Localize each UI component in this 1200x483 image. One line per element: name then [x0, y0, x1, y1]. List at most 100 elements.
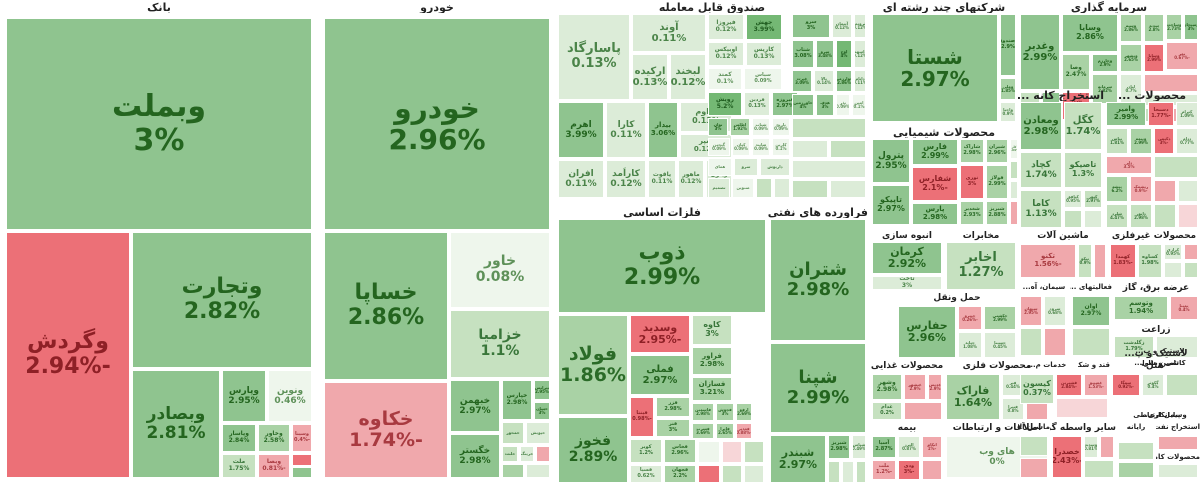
treemap-tile[interactable] [1144, 74, 1198, 92]
treemap-tile[interactable]: فیروزا 0.12% [708, 14, 744, 40]
treemap-tile[interactable]: وغدیر 2.99% [1020, 14, 1060, 90]
treemap-tile[interactable]: حسینا 0.45% [984, 332, 1016, 358]
treemap-tile[interactable]: خصدرا-2.43% [1052, 436, 1082, 478]
treemap-tile[interactable]: وتجارت 2.82% [132, 232, 312, 368]
treemap-tile[interactable]: کرازی 0.95% [1164, 244, 1182, 260]
treemap-tile[interactable] [722, 441, 742, 463]
treemap-tile[interactable]: پارس 2.98% [912, 203, 958, 225]
treemap-tile[interactable]: کهمدا -1.83% [1110, 244, 1136, 278]
treemap-tile[interactable] [1010, 201, 1018, 225]
treemap-tile[interactable]: پاسارگاد 0.13% [558, 14, 630, 100]
treemap-tile[interactable] [698, 441, 720, 463]
treemap-tile[interactable]: لبخند 0.12% [670, 54, 706, 100]
treemap-tile[interactable]: خبهمن 2.97% [450, 380, 500, 432]
treemap-tile[interactable] [1154, 156, 1198, 178]
treemap-tile[interactable]: ونوین 0.46% [268, 370, 312, 422]
sector-32[interactable]: ماشین آلات برقی [1018, 422, 1050, 480]
treemap-tile[interactable]: وصا 2.47% [1062, 54, 1090, 90]
sector-15[interactable]: سیمان، آه... سبهان 2.95% سرود 0.68% [1018, 282, 1070, 360]
treemap-tile[interactable] [722, 465, 742, 483]
treemap-tile[interactable]: شتران 2.98% [770, 219, 866, 341]
treemap-tile[interactable]: فولاژ 2.99% [986, 165, 1008, 199]
treemap-tile[interactable] [1118, 462, 1154, 478]
treemap-tile[interactable]: ریشمک -0.9% [1130, 176, 1152, 202]
treemap-tile[interactable]: افران 0.11% [558, 160, 604, 198]
treemap-tile[interactable] [1178, 204, 1198, 228]
treemap-tile[interactable]: خلنت [502, 446, 518, 462]
sector-24[interactable]: لاستیک و پ... [1112, 348, 1200, 360]
treemap-tile[interactable]: پالا 0.14% [814, 70, 834, 92]
treemap-tile[interactable]: سرو 3.48% [816, 40, 834, 68]
treemap-tile[interactable]: یاقوت 0.11% [648, 160, 676, 198]
sector-13[interactable]: محصولات غیرفلزی کهمدا -1.83% کساوه 1.98% کراز… [1108, 230, 1200, 282]
sector-11[interactable]: مخابرات اخابر 1.27% [944, 230, 1018, 292]
treemap-tile[interactable]: غصینو -1.53% [1084, 374, 1108, 396]
treemap-tile[interactable]: داریوش [760, 158, 790, 176]
treemap-tile[interactable] [774, 178, 790, 198]
treemap-tile[interactable]: کاما 1.13% [1020, 190, 1062, 228]
treemap-tile[interactable]: ثاخت 3% [872, 276, 942, 290]
treemap-tile[interactable]: وسبحان3% [1184, 14, 1198, 40]
treemap-tile[interactable]: بیدار 3.06% [648, 102, 678, 158]
treemap-tile[interactable]: خپارس 2.98% [502, 380, 532, 420]
treemap-tile[interactable]: شتاب 3.08% [792, 40, 814, 68]
treemap-tile[interactable]: فولاد 1.86% [558, 315, 628, 415]
sector-0[interactable]: بانک وبملت 3% وگردش -2.94% وتجارت 2.82% وبصادر 2… [0, 0, 318, 480]
treemap-tile[interactable] [526, 464, 550, 478]
treemap-tile[interactable]: دابور 2.98% [1130, 204, 1152, 228]
treemap-tile[interactable]: وخاور 2.58% [258, 424, 290, 452]
treemap-tile[interactable]: فسپا 0.62% [630, 465, 662, 483]
treemap-tile[interactable]: اوج 4% [836, 40, 852, 68]
treemap-tile[interactable]: آسیا 2.87% [872, 436, 896, 458]
treemap-tile[interactable]: وسدید -2.95% [630, 315, 690, 353]
treemap-tile[interactable]: وساپا 2.99% [1144, 44, 1164, 72]
treemap-tile[interactable]: شبریز 2.98% [828, 435, 850, 459]
treemap-tile[interactable]: فردین 0.13% [744, 92, 770, 116]
treemap-tile[interactable]: حفارس 2.96% [898, 306, 956, 358]
treemap-tile[interactable] [1156, 336, 1198, 358]
treemap-tile[interactable]: اوان 2.97% [1072, 296, 1110, 326]
sector-25[interactable]: قند و شکر [1078, 360, 1110, 372]
treemap-tile[interactable] [502, 464, 524, 478]
treemap-tile[interactable]: کرمان 2.92% [872, 242, 942, 274]
treemap-tile[interactable]: وسایا 2.86% [1062, 14, 1118, 52]
treemap-tile[interactable]: شاراک 2.98% [960, 139, 984, 163]
treemap-tile[interactable]: وبصا -0.81% [258, 454, 290, 478]
sector-22[interactable]: بیمه آسیا 2.87% البرز 0.87% اتکام -1% ملت -1.2% و… [870, 422, 944, 480]
sector-20[interactable]: محصولات غذایی وشهر 2.98% غبشهر 2.9% غدیس 2.9% غ… [870, 360, 944, 422]
treemap-tile[interactable]: رویش 5.2% [708, 92, 742, 116]
treemap-tile[interactable]: وشهر 2.98% [872, 374, 902, 400]
treemap-tile[interactable] [744, 441, 764, 463]
treemap-tile[interactable]: شغدیر 2.93% [960, 201, 984, 225]
treemap-tile[interactable]: خاور 0.08% [450, 232, 550, 308]
treemap-tile[interactable]: تپکو 0.9% [1078, 244, 1092, 278]
treemap-tile[interactable]: ومعادن 2.98% [1020, 102, 1062, 150]
treemap-tile[interactable]: وپارس 2.95% [222, 370, 266, 422]
treemap-tile[interactable] [1064, 210, 1082, 228]
treemap-tile[interactable]: غدیس 2.9% [928, 374, 942, 400]
treemap-tile[interactable]: گکوثر 0.4% [1142, 374, 1164, 396]
treemap-tile[interactable]: ودی -3% [898, 460, 920, 480]
treemap-tile[interactable]: فملی 2.97% [630, 355, 690, 395]
treemap-tile[interactable]: غبشهر 2.9% [904, 374, 926, 400]
treemap-tile[interactable] [1072, 328, 1110, 356]
treemap-tile[interactable]: تکنو -1.56% [1020, 244, 1076, 278]
treemap-tile[interactable] [1158, 464, 1198, 478]
treemap-tile[interactable]: سپاس 0.09% [744, 68, 782, 90]
sector-7[interactable]: محصولات شیمیایی پترول 2.95% فارس 2.99% شفارس -… [870, 125, 1018, 230]
treemap-tile[interactable]: گنجین 0.09% [708, 138, 730, 156]
treemap-tile[interactable]: کچاد 1.74% [1020, 152, 1062, 188]
sector-27[interactable]: کیسون 0.37% قشیرین -2.84% غصینو -1.53% [1018, 372, 1110, 422]
treemap-tile[interactable] [1166, 374, 1198, 396]
treemap-tile[interactable]: فاسمین 2.98% [692, 403, 714, 421]
sector-30[interactable]: استخراج نفت گاز [1156, 422, 1200, 452]
treemap-tile[interactable]: تصمیم [708, 178, 730, 198]
treemap-tile[interactable]: داسهم0.12% [854, 40, 866, 68]
treemap-tile[interactable]: کاراَمد 0.12% [606, 160, 646, 198]
treemap-tile[interactable]: آوند 0.11% [632, 14, 706, 52]
treemap-tile[interactable]: کیان 0.09% [732, 138, 750, 156]
treemap-tile[interactable]: سرود 0.68% [1044, 296, 1066, 326]
treemap-tile[interactable]: سرو 3% [792, 14, 830, 38]
treemap-tile[interactable]: سبهان 2.95% [1020, 296, 1042, 326]
treemap-tile[interactable]: فراور 2.98% [692, 347, 732, 375]
